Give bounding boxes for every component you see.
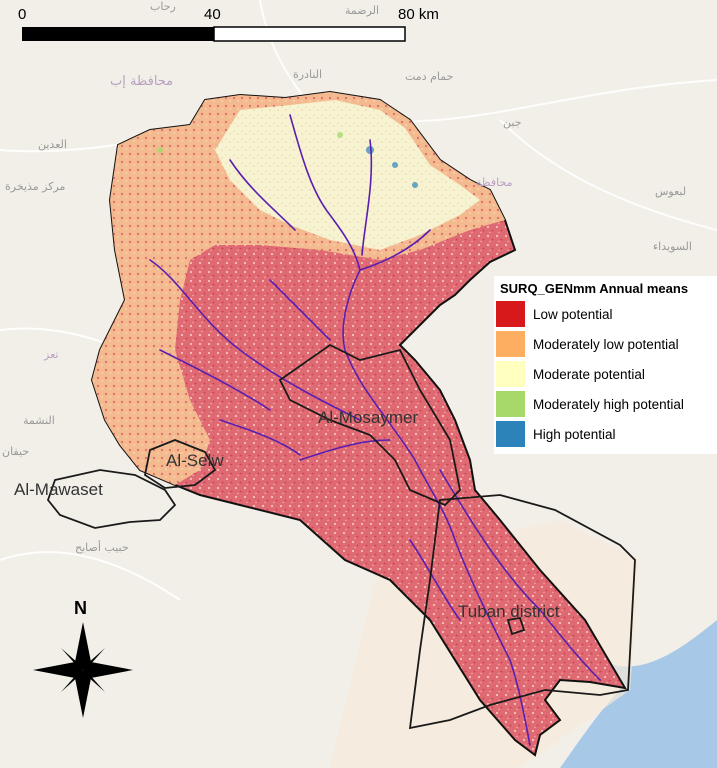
scale-label-80: 80 km (398, 6, 439, 23)
map-legend: SURQ_GENmm Annual means Low potential Mo… (494, 276, 717, 454)
basemap-label: الرضمة (345, 4, 380, 17)
basemap-label: حمام دمت (405, 70, 454, 83)
legend-label: Low potential (533, 306, 613, 322)
river-network (149, 114, 601, 746)
basemap-label: تعز (44, 348, 59, 361)
boundary-al-selw (143, 439, 217, 489)
legend-swatch (496, 391, 525, 417)
legend-item-low: Low potential (496, 301, 613, 327)
boundary-tuban (408, 494, 636, 730)
boundary-small-enclave (506, 616, 526, 636)
legend-swatch (496, 331, 525, 357)
sea (560, 620, 717, 768)
legend-swatch (496, 361, 525, 387)
basemap-label: جبن (503, 116, 522, 129)
north-arrow-icon (33, 622, 133, 718)
legend-swatch (496, 421, 525, 447)
legend-swatch (496, 301, 525, 327)
basemap-label: حيفان (2, 445, 30, 458)
legend-item-moderate: Moderate potential (496, 361, 645, 387)
legend-label: Moderate potential (533, 366, 645, 382)
legend-title: SURQ_GENmm Annual means (500, 281, 689, 296)
basemap-label: محافظة إب (110, 74, 174, 89)
scale-label-40: 40 (204, 6, 221, 23)
zone-high-spots (157, 132, 418, 188)
basemap-label: النادرة (293, 68, 323, 81)
basemap-label: السويداء (653, 240, 692, 253)
basemap-label: النشمة (23, 414, 55, 427)
legend-label: Moderately low potential (533, 336, 679, 352)
zone-moderate (215, 100, 480, 250)
basemap-label: مركز مذيخرة (5, 180, 66, 193)
scale-label-0: 0 (18, 6, 27, 23)
region-label-al-mawaset: Al-Mawaset (14, 480, 103, 499)
legend-label: High potential (533, 426, 616, 442)
region-label-al-selw: Al-Selw (166, 451, 224, 470)
boundary-al-mosaymer (278, 343, 461, 507)
basemap-label: العدين (38, 138, 67, 151)
district-boundaries (46, 343, 636, 730)
legend-label: Moderately high potential (533, 396, 684, 412)
region-label-al-mosaymer: Al-Mosaymer (318, 408, 419, 427)
legend-item-moderately-low: Moderately low potential (496, 331, 679, 357)
legend-item-moderately-high: Moderately high potential (496, 391, 684, 417)
legend-item-high: High potential (496, 421, 616, 447)
north-label: N (74, 598, 87, 618)
region-label-tuban: Tuban district (458, 602, 560, 621)
basemap-label: حبيب أصابح (75, 541, 129, 554)
scale-bar (22, 26, 406, 42)
basemap-label: لبعوس (655, 185, 687, 198)
basemap-label: رحاب (150, 0, 176, 13)
basemap-label: محافظة (476, 176, 513, 189)
boundary-al-mawaset (46, 469, 177, 529)
